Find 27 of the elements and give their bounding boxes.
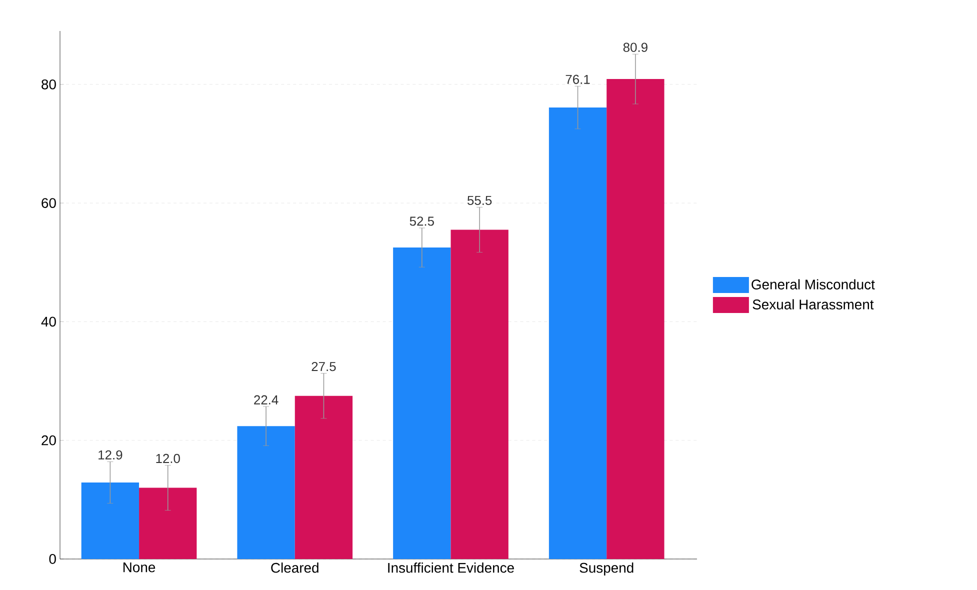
bar bbox=[606, 79, 664, 559]
data-label: 76.1 bbox=[566, 74, 590, 84]
bar bbox=[294, 396, 353, 559]
y-tick-label: 40 bbox=[41, 316, 56, 327]
bar bbox=[450, 230, 508, 559]
bar bbox=[237, 426, 295, 559]
data-label: 52.5 bbox=[410, 216, 434, 226]
y-tick-label: 80 bbox=[42, 79, 56, 90]
y-tick-label: 0 bbox=[49, 554, 56, 564]
bar bbox=[548, 108, 607, 559]
data-label: 12.9 bbox=[98, 450, 122, 460]
y-tick-label: 20 bbox=[42, 435, 56, 446]
x-tick-label: None bbox=[123, 562, 156, 572]
y-tick-label: 60 bbox=[42, 198, 56, 208]
bar bbox=[393, 248, 451, 559]
data-label: 80.9 bbox=[623, 42, 648, 52]
bar bbox=[139, 488, 197, 559]
data-label: 12.0 bbox=[156, 454, 180, 464]
bar bbox=[81, 482, 140, 559]
legend-label: Sexual Harassment bbox=[752, 299, 874, 310]
data-label: 27.5 bbox=[312, 362, 336, 372]
legend-label: General Misconduct bbox=[752, 279, 875, 290]
data-label: 55.5 bbox=[467, 196, 492, 205]
x-tick-label: Cleared bbox=[271, 562, 318, 573]
x-tick-label: Suspend bbox=[580, 562, 634, 576]
x-tick-label: Insufficient Evidence bbox=[388, 562, 514, 573]
data-label: 22.4 bbox=[254, 395, 278, 404]
